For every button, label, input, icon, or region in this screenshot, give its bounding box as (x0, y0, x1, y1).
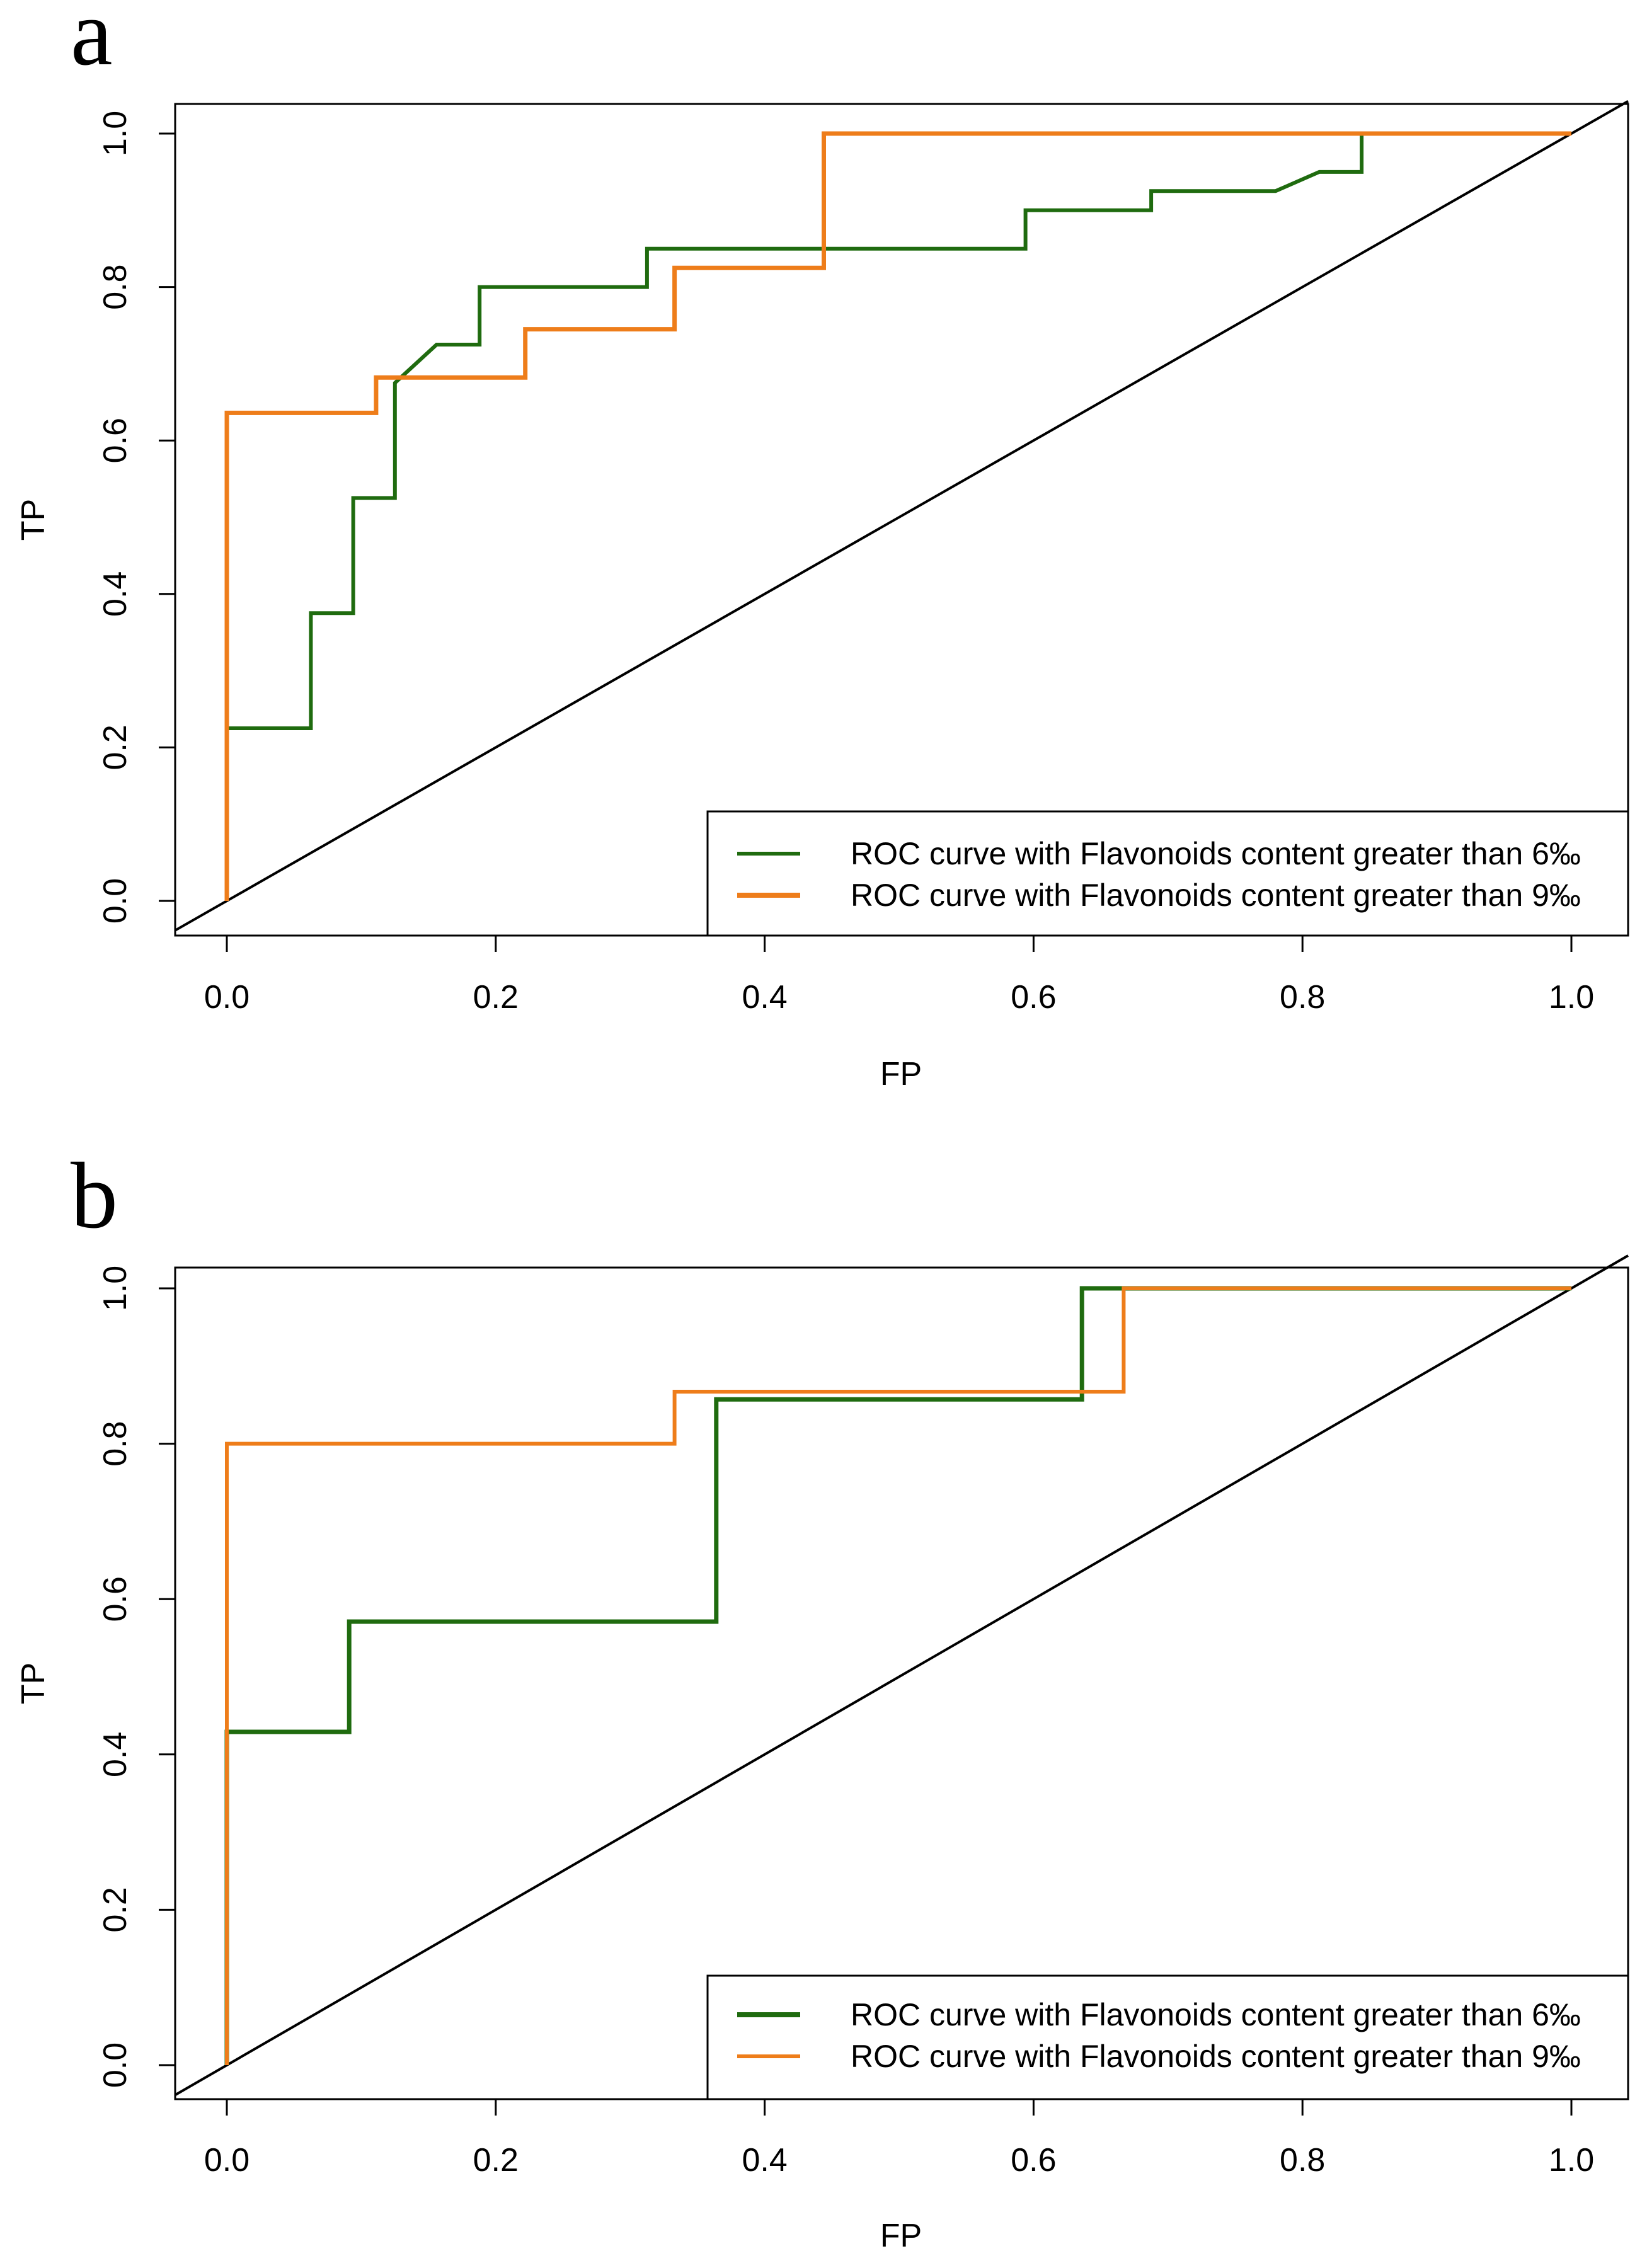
panel-a-x-tick-label: 0.6 (1011, 979, 1056, 1016)
panel-b-y-tick-label: 0.8 (97, 1421, 134, 1466)
panel-a-series-orange-line (224, 131, 1571, 901)
panel-b-y-tick-label: 0.4 (97, 1732, 134, 1777)
panel-a-x-axis-title: FP (880, 1056, 922, 1092)
panel-b-x-tick-label: 0.6 (1011, 2142, 1056, 2179)
panel-a-legend: ROC curve with Flavonoids content greate… (706, 810, 1629, 937)
panel-b-y-tick-label: 0.0 (97, 2042, 134, 2088)
panel-b-y-tick-label: 0.6 (97, 1576, 134, 1622)
panel-b-series-green-line (224, 1286, 1571, 2065)
panel-a-legend-label-orange: ROC curve with Flavonoids content greate… (851, 878, 1581, 913)
panel-b-x-tick-label: 0.8 (1280, 2142, 1325, 2179)
panel-b: b 0.00.20.40.60.81.0 0.0 0.2 0.4 0.6 0.8 1.0 … (15, 1143, 1629, 2254)
panel-a-x-axis: 0.0 0.2 0.4 0.6 0.8 1.0 (204, 936, 1594, 1016)
panel-a-legend-box (706, 810, 1629, 937)
panel-b-x-tick-label: 0.4 (742, 2142, 787, 2179)
panel-a-y-tick-label: 0.6 (97, 418, 134, 463)
panel-a-x-tick-label: 0.8 (1280, 979, 1325, 1016)
panel-a-y-axis: 0.0 0.2 0.4 0.6 0.8 1.0 (97, 111, 175, 924)
panel-a-y-tick-label: 0.0 (97, 878, 134, 924)
panel-b-series-orange-line (225, 1286, 1571, 2065)
panel-b-x-axis: 0.0 0.2 0.4 0.6 0.8 1.0 (204, 2099, 1594, 2179)
panel-a-x-tick-label: 1.0 (1549, 979, 1594, 1016)
panel-a-y-tick-label: 0.2 (97, 724, 134, 770)
panel-a-diagonal-line (175, 100, 1629, 932)
panel-a-x-tick-label: 0.2 (473, 979, 519, 1016)
panel-b-legend-label-green: ROC curve with Flavonoids content greate… (851, 1997, 1581, 2032)
panel-b-legend: ROC curve with Flavonoids content greate… (706, 1974, 1629, 2100)
panel-a-y-axis-title: TP (15, 499, 52, 541)
panel-b-y-tick-label: 0.2 (97, 1887, 134, 1932)
panel-b-y-tick-label: 1.0 (97, 1266, 134, 1311)
panel-b-y-axis: 0.0 0.2 0.4 0.6 0.8 1.0 (97, 1266, 175, 2088)
panel-a-x-tick-label: 0.4 (742, 979, 787, 1016)
panel-a-y-tick-label: 1.0 (97, 111, 134, 156)
panel-a-letter: a (71, 0, 113, 85)
panel-b-x-tick-label: 0.2 (473, 2142, 519, 2179)
panel-b-x-tick-label: 0.0 (204, 2142, 250, 2179)
panel-a-legend-label-green: ROC curve with Flavonoids content greate… (851, 836, 1581, 871)
panel-b-y-axis-title: TP (15, 1663, 52, 1704)
panel-b-x-axis-title: FP (880, 2218, 922, 2254)
panel-b-legend-label-orange: ROC curve with Flavonoids content greate… (851, 2039, 1581, 2074)
panel-b-diagonal-line (174, 1254, 1629, 2097)
panel-a: a 0.00.20.40.60.81.0 0.0 0.2 0.4 0.6 0.8 1.0 … (15, 0, 1629, 1092)
panel-a-series-green-line (225, 132, 1571, 901)
panel-b-x-tick-label: 1.0 (1549, 2142, 1594, 2179)
panel-a-y-tick-label: 0.4 (97, 571, 134, 617)
panel-a-x-tick-label: 0.0 (204, 979, 250, 1016)
panel-a-y-tick-label: 0.8 (97, 264, 134, 309)
panel-b-legend-box (706, 1974, 1629, 2100)
panel-b-letter: b (71, 1143, 118, 1248)
